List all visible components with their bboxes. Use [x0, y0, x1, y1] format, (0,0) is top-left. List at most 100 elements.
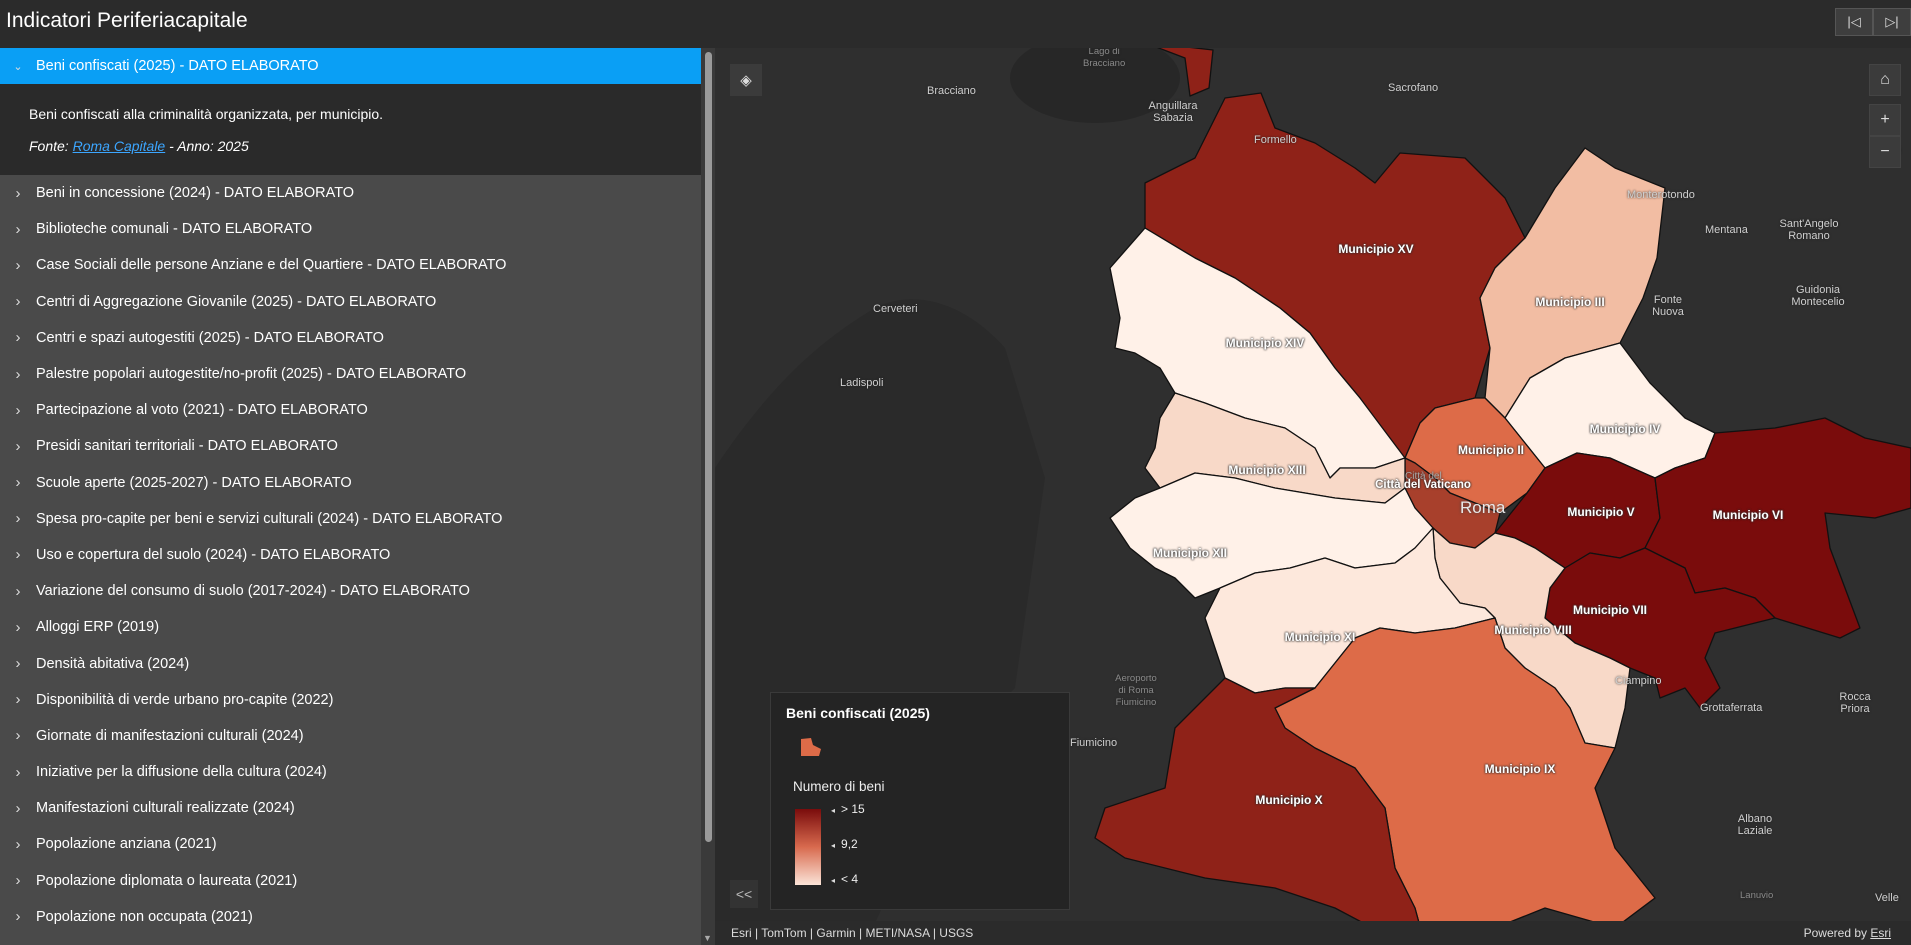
layer-list-item[interactable]: › Popolazione non occupata (2021): [0, 899, 701, 935]
chevron-right-icon: ›: [15, 835, 21, 853]
chevron-right-icon: ›: [15, 727, 21, 745]
layer-list-item-label: Giornate di manifestazioni culturali (20…: [36, 727, 304, 744]
layer-list-item-label: Beni in concessione (2024) - DATO ELABOR…: [36, 185, 355, 202]
layer-list-item[interactable]: › Beni in concessione (2024) - DATO ELABO…: [0, 175, 701, 211]
legend-max: > 15: [831, 802, 865, 816]
place-ladispoli: Ladispoli: [840, 377, 884, 389]
accordion-header-expanded[interactable]: ⌄ Beni confiscati (2025) - DATO ELABORAT…: [0, 48, 701, 84]
layer-list-item[interactable]: › Presidi sanitari territoriali - DATO EL…: [0, 428, 701, 464]
layer-list-item[interactable]: › Popolazione diplomata o laureata (2021): [0, 863, 701, 899]
chevron-right-icon: ›: [15, 908, 21, 926]
layer-list-item[interactable]: › Alloggi ERP (2019): [0, 609, 701, 645]
home-icon[interactable]: ⌂: [1869, 64, 1901, 96]
label-municipio-vi: Municipio VI: [1712, 508, 1784, 522]
place-citta-del: Città del: [1405, 471, 1442, 482]
layer-list-item[interactable]: › Densità abitativa (2024): [0, 645, 701, 681]
panel-scrollbar[interactable]: ▼: [701, 48, 715, 945]
place-ciampino: Ciampino: [1615, 675, 1662, 687]
layer-list-item-label: Scuole aperte (2025-2027) - DATO ELABORA…: [36, 474, 352, 491]
accordion-title: Beni confiscati (2025) - DATO ELABORATO: [36, 58, 319, 74]
layer-list-item-label: Spesa pro-capite per beni e servizi cult…: [36, 510, 503, 527]
label-municipio-iv: Municipio IV: [1589, 422, 1661, 436]
chevron-right-icon: ›: [15, 655, 21, 673]
layer-list-item[interactable]: › Palestre popolari autogestite/no-profit…: [0, 356, 701, 392]
layer-list-item[interactable]: › Partecipazione al voto (2021) - DATO EL…: [0, 392, 701, 428]
legend-subtitle: Numero di beni: [793, 779, 885, 794]
place-grottaferrata: Grottaferrata: [1700, 702, 1763, 714]
layer-list-item[interactable]: › Uso e copertura del suolo (2024) - DATO…: [0, 537, 701, 573]
place-velletri: Velle: [1875, 892, 1899, 904]
chevron-down-icon: ⌄: [13, 60, 23, 73]
scroll-down-icon[interactable]: ▼: [703, 933, 712, 943]
layer-list-item-label: Variazione del consumo di suolo (2017-20…: [36, 583, 470, 600]
layer-list-item-label: Centri di Aggregazione Giovanile (2025) …: [36, 293, 437, 310]
label-municipio-xv: Municipio XV: [1338, 242, 1414, 256]
source-line: Fonte: Roma Capitale - Anno: 2025: [29, 138, 701, 154]
skip-back-icon[interactable]: |◁: [1835, 8, 1873, 36]
place-albano: Albano Laziale: [1737, 813, 1773, 837]
layer-list-item-label: Biblioteche comunali - DATO ELABORATO: [36, 221, 313, 238]
place-santangelo: Sant'Angelo Romano: [1779, 218, 1839, 242]
zoom-out-button[interactable]: −: [1869, 136, 1901, 168]
layer-list-item-label: Disponibilità di verde urbano pro-capite…: [36, 691, 334, 708]
place-anguillara: Anguillara Sabazia: [1148, 100, 1198, 124]
scrollbar-thumb[interactable]: [705, 52, 712, 842]
layer-list-item[interactable]: › Variazione del consumo di suolo (2017-2…: [0, 573, 701, 609]
place-bracciano: Bracciano: [927, 85, 976, 97]
skip-forward-icon[interactable]: ▷|: [1873, 8, 1911, 36]
layer-list-item[interactable]: › Centri di Aggregazione Giovanile (2025)…: [0, 284, 701, 320]
source-link[interactable]: Roma Capitale: [72, 138, 166, 154]
label-municipio-viii: Municipio VIII: [1494, 623, 1572, 637]
layer-list-item[interactable]: › Disponibilità di verde urbano pro-capit…: [0, 682, 701, 718]
layer-list-item[interactable]: › Case Sociali delle persone Anziane e de…: [0, 247, 701, 283]
label-municipio-iii: Municipio III: [1535, 295, 1605, 309]
source-suffix: - Anno: 2025: [165, 138, 249, 154]
chevron-right-icon: ›: [15, 763, 21, 781]
layer-list-item-label: Popolazione anziana (2021): [36, 836, 217, 853]
layer-list-item-label: Centri e spazi autogestiti (2025) - DATO…: [36, 329, 384, 346]
layer-list-item[interactable]: › Manifestazioni culturali realizzate (20…: [0, 790, 701, 826]
source-prefix: Fonte:: [29, 138, 73, 154]
layer-list-item-label: Uso e copertura del suolo (2024) - DATO …: [36, 546, 391, 563]
chevron-right-icon: ›: [15, 618, 21, 636]
chevron-right-icon: ›: [15, 329, 21, 347]
layer-list-item[interactable]: › Spesa pro-capite per beni e servizi cul…: [0, 501, 701, 537]
place-aeroporto: Aeroporto di Roma Fiumicino: [1115, 673, 1157, 708]
legend-min: < 4: [831, 872, 858, 886]
place-cerveteri: Cerveteri: [873, 303, 918, 315]
attribution-text: Esri | TomTom | Garmin | METI/NASA | USG…: [731, 926, 974, 940]
chevron-right-icon: ›: [15, 293, 21, 311]
map-view[interactable]: Lago di Bracciano Bracciano Anguillara S…: [715, 48, 1911, 945]
zoom-in-button[interactable]: +: [1869, 104, 1901, 136]
chevron-right-icon: ›: [15, 546, 21, 564]
label-municipio-ix: Municipio IX: [1484, 762, 1556, 776]
esri-link[interactable]: Esri: [1870, 926, 1891, 940]
chevron-right-icon: ›: [15, 184, 21, 202]
layer-list-item-label: Case Sociali delle persone Anziane e del…: [36, 257, 507, 274]
place-citta-vaticano: Città del Vaticano: [1375, 479, 1471, 491]
layers-icon[interactable]: ◈: [730, 64, 762, 96]
layer-list-item[interactable]: › Centri e spazi autogestiti (2025) - DAT…: [0, 320, 701, 356]
label-municipio-ii: Municipio II: [1458, 443, 1524, 457]
layer-list-item[interactable]: › Popolazione anziana (2021): [0, 826, 701, 862]
layer-list-item-label: Manifestazioni culturali realizzate (202…: [36, 800, 295, 817]
chevron-right-icon: ›: [15, 799, 21, 817]
layer-list-item[interactable]: › Biblioteche comunali - DATO ELABORATO: [0, 211, 701, 247]
chevron-right-icon: ›: [15, 401, 21, 419]
chevron-right-icon: ›: [15, 510, 21, 528]
label-municipio-v: Municipio V: [1567, 505, 1635, 519]
label-municipio-x: Municipio X: [1255, 793, 1323, 807]
layer-list-item-label: Presidi sanitari territoriali - DATO ELA…: [36, 438, 338, 455]
label-municipio-xiii: Municipio XIII: [1228, 463, 1306, 477]
chevron-right-icon: ›: [15, 582, 21, 600]
layer-list-item[interactable]: › Iniziative per la diffusione della cult…: [0, 754, 701, 790]
description-text: Beni confiscati alla criminalità organiz…: [29, 106, 384, 122]
layer-list-item[interactable]: › Giornate di manifestazioni culturali (2…: [0, 718, 701, 754]
label-municipio-vii: Municipio VII: [1573, 603, 1647, 617]
label-municipio-xiv: Municipio XIV: [1225, 336, 1305, 350]
attribution-bar: Esri | TomTom | Garmin | METI/NASA | USG…: [715, 921, 1911, 945]
layer-list-panel: ⌄ Beni confiscati (2025) - DATO ELABORAT…: [0, 48, 701, 945]
collapse-panel-button[interactable]: <<: [730, 880, 758, 908]
chevron-right-icon: ›: [15, 474, 21, 492]
layer-list-item[interactable]: › Scuole aperte (2025-2027) - DATO ELABOR…: [0, 465, 701, 501]
